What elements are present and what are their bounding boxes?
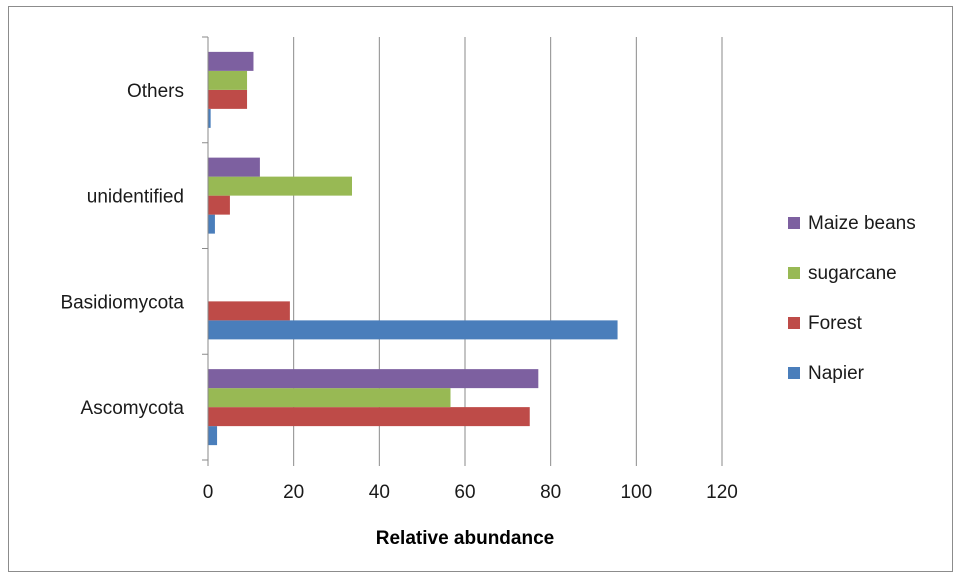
legend-label: Forest bbox=[808, 313, 863, 334]
category-label: Ascomycota bbox=[81, 398, 185, 419]
x-tick-label: 40 bbox=[369, 482, 390, 503]
x-tick-label: 120 bbox=[706, 482, 738, 503]
bar-napier-others bbox=[208, 108, 211, 128]
bar-forest-others bbox=[208, 89, 248, 109]
bar-napier-basidiomycota bbox=[208, 320, 618, 340]
x-tick-label: 60 bbox=[454, 482, 475, 503]
category-label: Basidiomycota bbox=[60, 292, 184, 313]
x-tick-label: 80 bbox=[540, 482, 561, 503]
legend-swatch bbox=[788, 217, 800, 229]
bar-sugarcane-unidentified bbox=[208, 176, 352, 196]
bar-napier-ascomycota bbox=[208, 426, 218, 446]
bar-maize-beans-others bbox=[208, 51, 254, 71]
x-axis-title: Relative abundance bbox=[376, 528, 554, 549]
legend-label: sugarcane bbox=[808, 263, 897, 284]
legend-swatch bbox=[788, 367, 800, 379]
bars bbox=[208, 51, 618, 446]
bar-sugarcane-ascomycota bbox=[208, 388, 451, 408]
bar-forest-ascomycota bbox=[208, 407, 530, 427]
legend-label: Napier bbox=[808, 363, 865, 384]
bar-forest-unidentified bbox=[208, 195, 230, 215]
category-label: unidentified bbox=[87, 187, 184, 208]
chart-area bbox=[8, 6, 953, 572]
x-tick-labels: 0 20 40 60 80 100 120 bbox=[203, 482, 738, 503]
x-tick-label: 100 bbox=[620, 482, 652, 503]
bar-sugarcane-others bbox=[208, 70, 248, 90]
legend: Maize beans sugarcane Forest Napier bbox=[788, 213, 916, 384]
bar-maize-beans-unidentified bbox=[208, 157, 260, 177]
legend-label: Maize beans bbox=[808, 213, 916, 234]
legend-swatch bbox=[788, 267, 800, 279]
axes bbox=[202, 36, 723, 466]
bar-maize-beans-ascomycota bbox=[208, 369, 539, 389]
bar-napier-unidentified bbox=[208, 214, 215, 234]
legend-swatch bbox=[788, 317, 800, 329]
x-tick-label: 20 bbox=[283, 482, 304, 503]
category-label: Others bbox=[127, 81, 184, 102]
category-labels: Ascomycota Basidiomycota unidentified Other… bbox=[60, 81, 184, 419]
x-tick-label: 0 bbox=[203, 482, 214, 503]
bar-forest-basidiomycota bbox=[208, 301, 290, 321]
